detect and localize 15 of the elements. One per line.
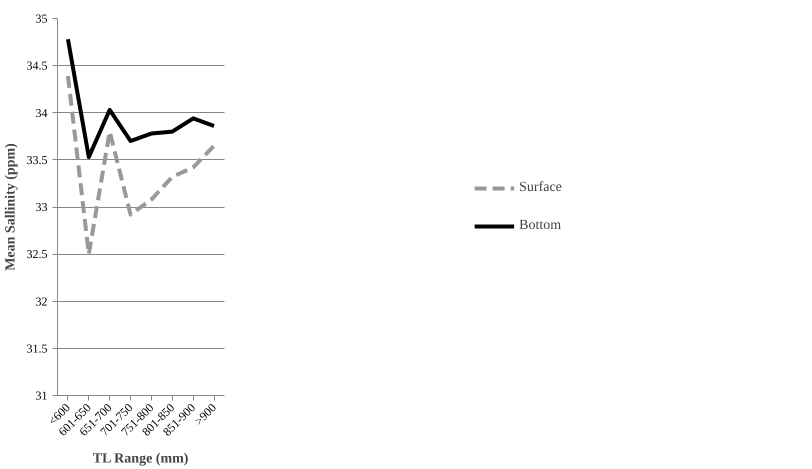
y-tick-label: 33 — [36, 200, 48, 214]
x-axis-title: TL Range (mm) — [92, 452, 189, 467]
legend-label: Bottom — [519, 218, 562, 234]
y-tick-label: 35 — [36, 12, 48, 26]
y-axis-title: Mean Sallinity (ppm) — [4, 142, 18, 271]
y-tick-label: 34.5 — [26, 58, 48, 73]
legend-label: Surface — [519, 180, 562, 196]
line-series — [66, 74, 216, 256]
y-tick-label: 32 — [36, 294, 48, 308]
y-tick-label: 33.5 — [26, 152, 48, 167]
line-series — [66, 37, 216, 160]
y-tick-label: 31.5 — [26, 341, 48, 356]
y-tick-label: 32.5 — [26, 247, 48, 262]
y-tick-label: 31 — [36, 388, 48, 402]
y-tick-label: 34 — [36, 106, 48, 120]
